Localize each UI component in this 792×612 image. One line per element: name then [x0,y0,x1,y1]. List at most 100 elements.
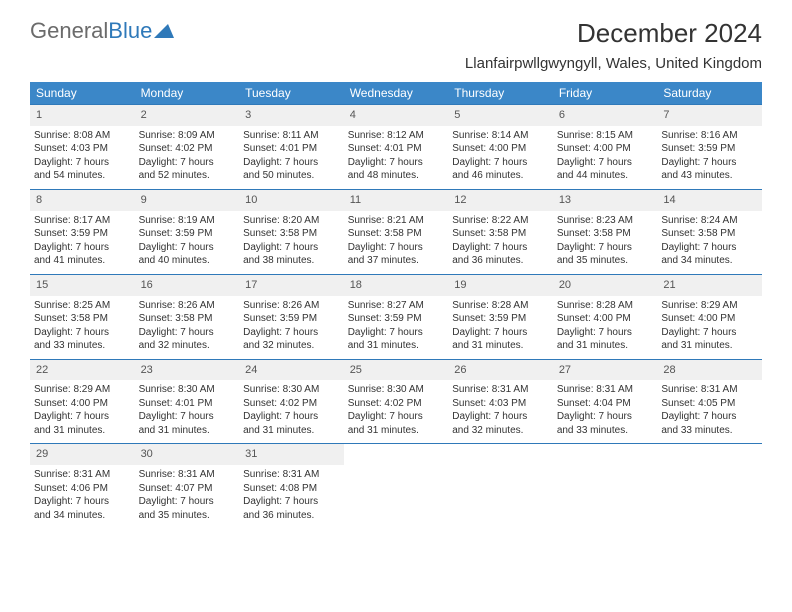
day-number-cell: 14 [657,189,762,210]
day-detail-cell: Sunrise: 8:30 AMSunset: 4:02 PMDaylight:… [239,380,344,444]
day-sr: Sunrise: 8:25 AM [34,299,131,313]
day-detail-cell: Sunrise: 8:31 AMSunset: 4:03 PMDaylight:… [448,380,553,444]
day-d2: and 46 minutes. [452,169,549,183]
day-detail-cell: Sunrise: 8:26 AMSunset: 3:58 PMDaylight:… [135,296,240,360]
day-d1: Daylight: 7 hours [557,326,654,340]
weekday-header: Friday [553,82,658,105]
day-d1: Daylight: 7 hours [34,241,131,255]
day-sr: Sunrise: 8:31 AM [139,468,236,482]
day-sr: Sunrise: 8:28 AM [557,299,654,313]
day-detail-cell [448,465,553,528]
day-d1: Daylight: 7 hours [34,326,131,340]
day-sr: Sunrise: 8:30 AM [243,383,340,397]
day-number-cell: 8 [30,189,135,210]
day-d2: and 32 minutes. [139,339,236,353]
day-number-cell: 20 [553,274,658,295]
day-ss: Sunset: 4:08 PM [243,482,340,496]
day-ss: Sunset: 4:02 PM [348,397,445,411]
day-d2: and 34 minutes. [661,254,758,268]
day-number-cell: 29 [30,444,135,465]
day-number-cell: 30 [135,444,240,465]
day-detail-cell: Sunrise: 8:26 AMSunset: 3:59 PMDaylight:… [239,296,344,360]
day-d2: and 36 minutes. [243,509,340,523]
day-d2: and 33 minutes. [557,424,654,438]
day-ss: Sunset: 4:07 PM [139,482,236,496]
day-number-cell: 9 [135,189,240,210]
brand-logo: GeneralBlue [30,18,174,44]
day-sr: Sunrise: 8:16 AM [661,129,758,143]
day-number-cell [448,444,553,465]
day-sr: Sunrise: 8:29 AM [661,299,758,313]
day-detail-cell: Sunrise: 8:14 AMSunset: 4:00 PMDaylight:… [448,126,553,190]
day-ss: Sunset: 4:00 PM [557,142,654,156]
day-sr: Sunrise: 8:11 AM [243,129,340,143]
day-detail-cell: Sunrise: 8:30 AMSunset: 4:02 PMDaylight:… [344,380,449,444]
day-number-cell: 28 [657,359,762,380]
day-d1: Daylight: 7 hours [452,326,549,340]
day-d2: and 33 minutes. [661,424,758,438]
day-d1: Daylight: 7 hours [34,410,131,424]
day-d2: and 31 minutes. [243,424,340,438]
day-ss: Sunset: 3:59 PM [348,312,445,326]
day-number-cell: 25 [344,359,449,380]
weekday-header: Monday [135,82,240,105]
day-detail-cell: Sunrise: 8:31 AMSunset: 4:04 PMDaylight:… [553,380,658,444]
day-number-row: 1234567 [30,105,762,126]
day-sr: Sunrise: 8:29 AM [34,383,131,397]
day-detail-cell [344,465,449,528]
day-detail-row: Sunrise: 8:17 AMSunset: 3:59 PMDaylight:… [30,211,762,275]
day-number-cell: 24 [239,359,344,380]
day-ss: Sunset: 4:03 PM [452,397,549,411]
day-detail-cell: Sunrise: 8:31 AMSunset: 4:07 PMDaylight:… [135,465,240,528]
day-ss: Sunset: 3:58 PM [34,312,131,326]
day-sr: Sunrise: 8:31 AM [557,383,654,397]
day-number-cell: 2 [135,105,240,126]
day-number-row: 15161718192021 [30,274,762,295]
day-ss: Sunset: 4:00 PM [452,142,549,156]
page-title: December 2024 [577,18,762,49]
day-d1: Daylight: 7 hours [452,156,549,170]
day-ss: Sunset: 4:03 PM [34,142,131,156]
day-number-cell: 27 [553,359,658,380]
day-d1: Daylight: 7 hours [243,410,340,424]
day-sr: Sunrise: 8:19 AM [139,214,236,228]
day-detail-cell: Sunrise: 8:11 AMSunset: 4:01 PMDaylight:… [239,126,344,190]
day-ss: Sunset: 4:02 PM [243,397,340,411]
day-sr: Sunrise: 8:28 AM [452,299,549,313]
day-detail-cell: Sunrise: 8:12 AMSunset: 4:01 PMDaylight:… [344,126,449,190]
day-sr: Sunrise: 8:09 AM [139,129,236,143]
day-d1: Daylight: 7 hours [661,241,758,255]
day-number-cell: 15 [30,274,135,295]
brand-part2: Blue [108,18,152,44]
day-d1: Daylight: 7 hours [661,156,758,170]
day-detail-cell: Sunrise: 8:21 AMSunset: 3:58 PMDaylight:… [344,211,449,275]
day-d1: Daylight: 7 hours [139,495,236,509]
day-sr: Sunrise: 8:15 AM [557,129,654,143]
day-detail-cell: Sunrise: 8:17 AMSunset: 3:59 PMDaylight:… [30,211,135,275]
day-d2: and 32 minutes. [452,424,549,438]
day-ss: Sunset: 3:59 PM [139,227,236,241]
day-number-cell: 4 [344,105,449,126]
day-ss: Sunset: 3:58 PM [557,227,654,241]
day-detail-row: Sunrise: 8:25 AMSunset: 3:58 PMDaylight:… [30,296,762,360]
day-number-cell: 1 [30,105,135,126]
day-detail-cell: Sunrise: 8:31 AMSunset: 4:05 PMDaylight:… [657,380,762,444]
day-d1: Daylight: 7 hours [348,241,445,255]
day-sr: Sunrise: 8:31 AM [34,468,131,482]
day-number-cell: 18 [344,274,449,295]
day-ss: Sunset: 3:59 PM [34,227,131,241]
day-ss: Sunset: 3:58 PM [139,312,236,326]
day-d1: Daylight: 7 hours [139,326,236,340]
day-d2: and 36 minutes. [452,254,549,268]
day-detail-cell: Sunrise: 8:22 AMSunset: 3:58 PMDaylight:… [448,211,553,275]
day-d2: and 48 minutes. [348,169,445,183]
day-number-cell: 7 [657,105,762,126]
day-sr: Sunrise: 8:31 AM [452,383,549,397]
day-sr: Sunrise: 8:22 AM [452,214,549,228]
day-number-cell [553,444,658,465]
day-d2: and 35 minutes. [139,509,236,523]
day-d2: and 31 minutes. [348,339,445,353]
location-text: Llanfairpwllgwyngyll, Wales, United King… [30,55,762,72]
day-ss: Sunset: 3:59 PM [243,312,340,326]
day-detail-cell: Sunrise: 8:31 AMSunset: 4:08 PMDaylight:… [239,465,344,528]
